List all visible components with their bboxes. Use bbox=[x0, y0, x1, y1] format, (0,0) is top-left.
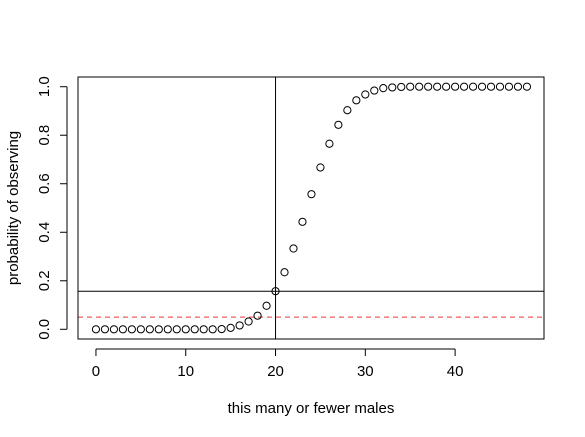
y-axis-label: probability of observing bbox=[5, 131, 22, 285]
data-point bbox=[127, 325, 136, 334]
data-point bbox=[415, 82, 424, 91]
y-tick-label: 0.6 bbox=[36, 173, 53, 194]
data-point bbox=[118, 325, 127, 334]
data-point bbox=[253, 311, 262, 320]
data-point bbox=[226, 323, 235, 332]
data-point bbox=[163, 325, 172, 334]
data-point bbox=[181, 325, 190, 334]
y-tick-label: 1.0 bbox=[36, 76, 53, 97]
x-tick-label: 40 bbox=[447, 363, 464, 380]
data-point bbox=[298, 217, 307, 226]
data-points bbox=[91, 82, 532, 334]
y-tick-label: 0.0 bbox=[36, 319, 53, 340]
data-point bbox=[513, 82, 523, 91]
data-point bbox=[522, 82, 532, 91]
data-point bbox=[442, 82, 451, 91]
x-tick-label: 0 bbox=[92, 363, 100, 380]
data-point bbox=[424, 82, 433, 91]
data-point bbox=[109, 325, 119, 334]
data-point bbox=[136, 325, 145, 334]
data-point bbox=[100, 325, 110, 334]
data-point bbox=[406, 82, 415, 91]
y-axis: 0.0 0.2 0.4 0.6 0.8 1.0 bbox=[36, 76, 68, 340]
data-point bbox=[504, 82, 514, 91]
data-point bbox=[145, 325, 154, 334]
data-point bbox=[244, 317, 253, 326]
data-point bbox=[361, 90, 370, 99]
data-point bbox=[217, 324, 226, 334]
data-point bbox=[262, 301, 271, 310]
data-point bbox=[271, 287, 280, 296]
data-point bbox=[343, 106, 352, 115]
data-point bbox=[397, 82, 406, 92]
x-axis-label: this many or fewer males bbox=[228, 400, 395, 417]
data-point bbox=[235, 321, 244, 330]
data-point bbox=[91, 325, 101, 334]
y-tick-label: 0.8 bbox=[36, 125, 53, 146]
data-point bbox=[459, 82, 469, 91]
data-point bbox=[495, 82, 505, 91]
x-tick-label: 30 bbox=[357, 363, 374, 380]
y-tick-label: 0.4 bbox=[36, 222, 53, 243]
data-point bbox=[486, 82, 496, 91]
x-tick-label: 10 bbox=[177, 363, 194, 380]
data-point bbox=[208, 325, 217, 334]
reference-lines bbox=[78, 77, 544, 339]
data-point bbox=[379, 84, 388, 93]
data-point bbox=[280, 268, 289, 277]
data-point bbox=[172, 325, 181, 334]
x-tick-label: 20 bbox=[267, 363, 284, 380]
data-point bbox=[325, 139, 334, 148]
data-point bbox=[289, 244, 298, 253]
data-point bbox=[307, 190, 316, 199]
data-point bbox=[199, 325, 208, 334]
data-point bbox=[352, 96, 361, 105]
data-point bbox=[190, 325, 199, 334]
data-point bbox=[451, 82, 460, 91]
plot-frame bbox=[77, 76, 545, 340]
data-point bbox=[316, 163, 325, 172]
data-point bbox=[468, 82, 478, 91]
data-point bbox=[433, 82, 442, 91]
data-point bbox=[388, 83, 397, 92]
data-point bbox=[477, 82, 487, 91]
data-point bbox=[370, 86, 379, 95]
data-point bbox=[154, 325, 163, 334]
y-tick-label: 0.2 bbox=[36, 270, 53, 291]
x-axis: 0 10 20 30 40 bbox=[92, 348, 464, 380]
data-point bbox=[334, 120, 343, 129]
